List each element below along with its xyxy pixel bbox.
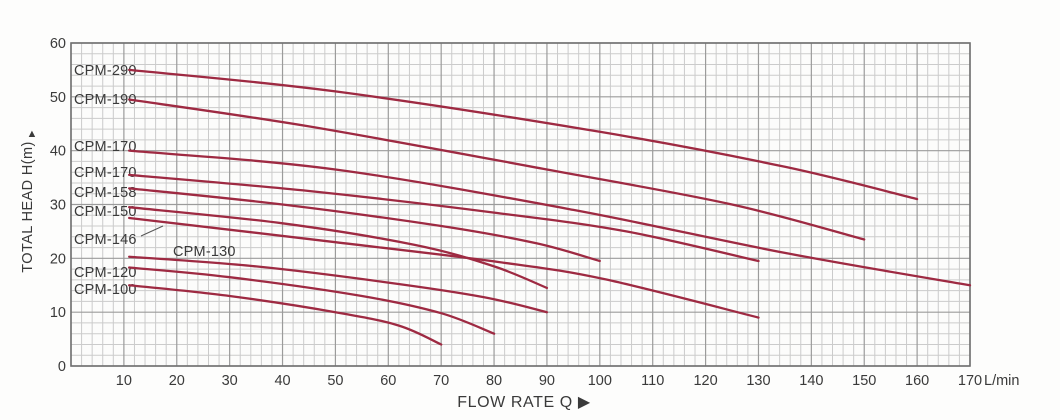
curve-cpm-100 xyxy=(128,284,443,346)
x-tick-label: 110 xyxy=(641,373,664,389)
curve-label-cpm-170: CPM-170 xyxy=(74,165,137,181)
x-tick-label: 120 xyxy=(693,373,717,389)
y-tick-label: 40 xyxy=(50,144,66,160)
curve-cpm-158 xyxy=(128,187,601,263)
y-axis-title: TOTAL HEAD H(m) xyxy=(20,141,36,272)
x-tick-label: 160 xyxy=(905,373,929,389)
curve-label-cpm-170: CPM-170 xyxy=(74,139,137,155)
label-leader-line xyxy=(140,225,164,237)
x-tick-label: 170 xyxy=(958,373,982,389)
x-tick-label: 20 xyxy=(169,373,185,389)
x-tick-label: 100 xyxy=(588,373,612,389)
y-tick-label: 30 xyxy=(50,198,66,214)
x-tick-label: 60 xyxy=(380,373,396,389)
x-tick-label: 40 xyxy=(274,373,290,389)
curve-label-cpm-190: CPM-190 xyxy=(74,92,137,108)
curve-label-cpm-100: CPM-100 xyxy=(74,282,137,298)
curve-label-cpm-146: CPM-146 xyxy=(74,232,137,248)
curve-label-cpm-290: CPM-290 xyxy=(74,63,137,79)
curve-label-cpm-120: CPM-120 xyxy=(74,265,137,281)
x-tick-label: 140 xyxy=(799,373,823,389)
curve-cpm-150 xyxy=(128,206,549,290)
curve-cpm-290 xyxy=(128,68,919,201)
x-tick-label: 90 xyxy=(539,373,555,389)
x-tick-label: 10 xyxy=(116,373,132,389)
x-tick-label: 70 xyxy=(433,373,449,389)
x-tick-label: 50 xyxy=(327,373,343,389)
x-tick-label: 80 xyxy=(486,373,502,389)
curve-cpm-170 xyxy=(128,149,972,287)
curve-cpm-170 xyxy=(128,173,760,263)
x-tick-label: 150 xyxy=(852,373,876,389)
curve-cpm-120 xyxy=(128,266,496,335)
curve-cpm-146 xyxy=(128,216,760,319)
curve-cpm-190 xyxy=(128,98,866,241)
x-axis-unit: L/min xyxy=(984,373,1019,389)
x-tick-label: 30 xyxy=(222,373,238,389)
y-tick-label: 0 xyxy=(58,359,66,375)
curve-label-cpm-130: CPM-130 xyxy=(173,244,236,260)
y-tick-label: 10 xyxy=(50,305,66,321)
curve-label-cpm-158: CPM-158 xyxy=(74,185,137,201)
y-tick-label: 50 xyxy=(50,90,66,106)
plot-border xyxy=(70,42,971,367)
x-tick-label: 130 xyxy=(746,373,770,389)
y-axis-arrow-icon: ▲ xyxy=(27,128,38,140)
y-tick-label: 60 xyxy=(50,36,66,52)
curve-label-cpm-150: CPM-150 xyxy=(74,204,137,220)
y-tick-label: 20 xyxy=(50,251,66,267)
curve-cpm-130 xyxy=(128,255,549,314)
x-axis-title: FLOW RATE Q ▶ xyxy=(457,394,591,411)
